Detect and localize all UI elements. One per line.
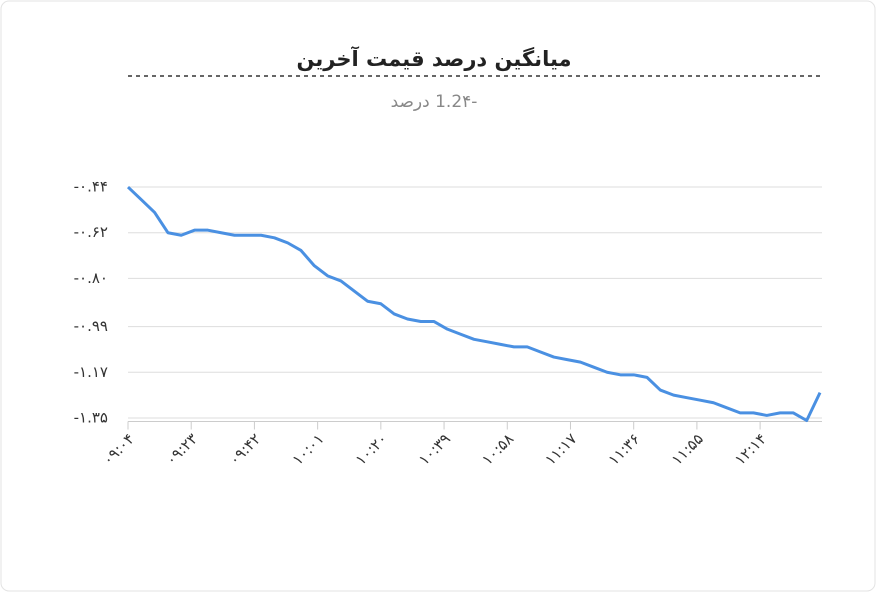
y-tick-label: -۰.۸۰ [74,269,108,287]
line-series [126,185,822,422]
y-tick-label: -۰.۶۲ [74,223,108,241]
y-tick-label: -۱.۳۵ [74,408,108,426]
chart-subtitle: -1.2۴ درصد [391,92,478,112]
y-tick-label: -۰.۴۴ [74,178,108,196]
y-tick-label: -۰.۹۹ [74,317,108,335]
y-tick-label: -۱.۱۷ [74,363,108,381]
chart-title: میانگین درصد قیمت آخرین [296,46,571,71]
